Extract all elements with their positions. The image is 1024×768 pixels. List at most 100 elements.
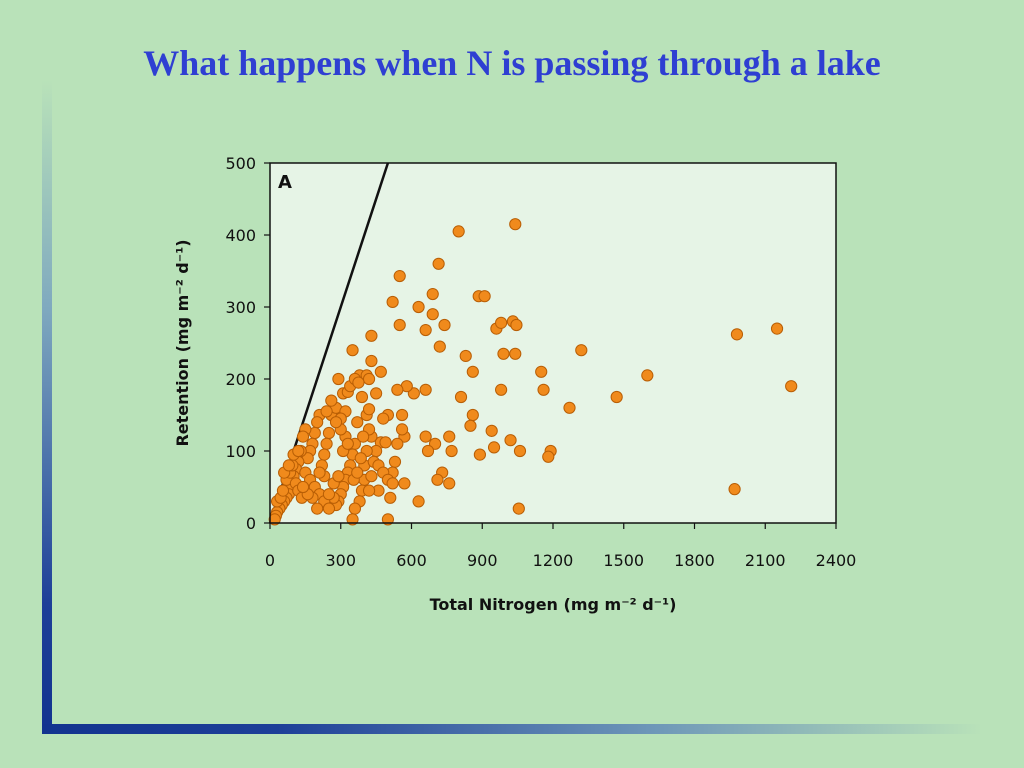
data-point — [495, 316, 508, 329]
data-point — [322, 426, 336, 440]
data-point — [419, 383, 432, 396]
data-point — [322, 502, 336, 515]
data-point — [393, 318, 406, 332]
data-point — [365, 329, 378, 342]
y-tick-label: 500 — [225, 154, 256, 173]
data-point — [362, 403, 376, 416]
data-point — [362, 372, 376, 386]
data-point — [428, 437, 442, 450]
data-point — [728, 483, 741, 496]
x-tick-label: 2400 — [816, 551, 857, 570]
data-point — [296, 430, 310, 443]
x-tick-label: 300 — [325, 551, 356, 570]
y-axis-label: Retention (mg m⁻² d⁻¹) — [173, 239, 192, 446]
data-point — [412, 300, 425, 314]
data-point — [487, 441, 501, 454]
data-point — [495, 383, 508, 396]
data-point — [466, 365, 479, 378]
data-point — [322, 488, 336, 501]
data-point — [341, 437, 354, 450]
data-point — [459, 349, 472, 363]
data-point — [504, 434, 517, 447]
data-point — [320, 437, 333, 450]
x-tick-label: 2100 — [745, 551, 786, 570]
data-point — [348, 502, 361, 515]
data-point — [370, 387, 383, 400]
data-point — [478, 290, 491, 303]
data-point — [454, 390, 468, 404]
data-point — [351, 466, 364, 479]
data-point — [320, 405, 333, 418]
data-point — [268, 513, 281, 526]
data-point — [610, 390, 623, 404]
data-point — [466, 408, 479, 422]
data-point — [311, 502, 324, 515]
x-tick-label: 0 — [265, 551, 275, 570]
data-point — [292, 444, 305, 458]
data-point — [421, 444, 435, 458]
data-point — [537, 383, 550, 396]
data-point — [445, 444, 458, 458]
data-point — [365, 354, 378, 368]
data-point — [351, 416, 364, 429]
data-point — [785, 380, 798, 393]
data-point — [379, 436, 392, 449]
x-tick-label: 1800 — [674, 551, 715, 570]
data-point — [730, 328, 744, 341]
data-point — [391, 383, 404, 396]
data-point — [311, 416, 324, 429]
data-point — [346, 513, 359, 526]
data-point — [575, 344, 588, 357]
data-point — [438, 318, 451, 332]
left-accent-bar — [42, 80, 52, 734]
data-point — [377, 412, 390, 425]
data-point — [332, 470, 345, 483]
x-tick-label: 1200 — [533, 551, 574, 570]
data-point — [329, 416, 343, 429]
data-point — [352, 376, 365, 389]
data-point — [509, 218, 522, 231]
data-point — [513, 444, 527, 458]
data-point — [346, 344, 359, 357]
y-tick-label: 200 — [225, 370, 256, 389]
x-tick-label: 600 — [396, 551, 427, 570]
data-point — [641, 369, 654, 382]
data-point — [393, 269, 406, 283]
data-point — [535, 365, 548, 378]
data-point — [497, 347, 510, 360]
data-point — [426, 287, 439, 301]
data-point — [282, 459, 295, 472]
data-point — [395, 423, 409, 436]
slide-title: What happens when N is passing through a… — [143, 43, 881, 83]
data-point — [276, 484, 290, 497]
data-point — [318, 448, 331, 461]
y-tick-label: 400 — [225, 226, 256, 245]
data-point — [354, 452, 367, 465]
data-point — [431, 473, 444, 486]
data-point — [332, 372, 345, 386]
data-point — [374, 365, 387, 378]
data-point — [419, 323, 432, 337]
data-point — [452, 225, 465, 238]
data-point — [365, 470, 378, 483]
x-axis-label: Total Nitrogen (mg m⁻² d⁻¹) — [430, 595, 677, 614]
y-tick-label: 100 — [225, 442, 256, 461]
data-point — [313, 466, 326, 479]
data-point — [509, 347, 522, 360]
data-point — [419, 430, 432, 443]
data-point — [386, 295, 399, 309]
panel-label: A — [278, 172, 292, 193]
data-point — [325, 394, 338, 407]
data-point — [426, 308, 439, 321]
data-point — [443, 477, 456, 490]
x-tick-label: 900 — [467, 551, 498, 570]
data-point — [542, 450, 555, 463]
data-point — [384, 491, 397, 504]
data-point — [432, 257, 445, 270]
data-point — [512, 502, 525, 515]
data-point — [357, 430, 370, 443]
data-point — [485, 424, 498, 437]
data-point — [563, 401, 576, 414]
data-point — [473, 448, 486, 461]
